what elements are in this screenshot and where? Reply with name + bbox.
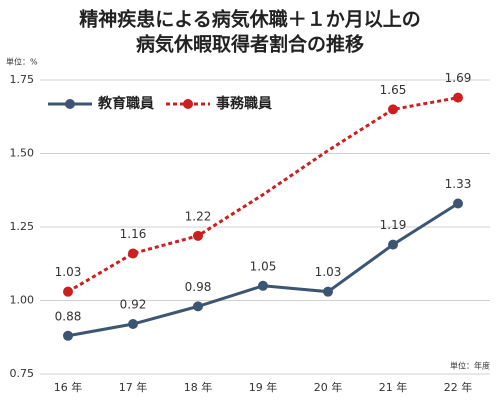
value-label: 1.05 [250, 259, 277, 273]
chart-title: 病気休暇取得者割合の推移 [136, 33, 364, 56]
marker [388, 239, 398, 250]
value-label: 1.16 [120, 227, 147, 241]
value-label: 1.19 [380, 218, 407, 232]
marker [63, 330, 73, 341]
x-tick-label: 17 年 [119, 380, 148, 394]
marker [453, 198, 463, 209]
y-tick-label: 1.25 [10, 220, 35, 233]
x-tick-label: 16 年 [54, 380, 83, 394]
y-tick-label: 1.00 [10, 294, 35, 307]
marker [193, 230, 203, 241]
legend-label: 教育職員 [98, 95, 154, 112]
y-unit: 単位：% [6, 57, 38, 67]
marker [453, 92, 463, 103]
value-label: 1.33 [445, 177, 472, 191]
value-label: 1.65 [380, 83, 407, 97]
marker [128, 248, 138, 259]
legend-marker [65, 99, 75, 109]
y-tick-label: 0.75 [10, 367, 35, 380]
value-label: 1.69 [445, 71, 472, 85]
value-label: 1.22 [185, 209, 212, 223]
x-tick-label: 18 年 [184, 380, 213, 394]
x-tick-label: 19 年 [249, 380, 278, 394]
x-tick-label: 21 年 [379, 380, 408, 394]
value-label: 0.98 [185, 280, 212, 294]
chart-title: 精神疾患による病気休職＋１か月以上の [79, 8, 420, 31]
marker [323, 286, 333, 297]
value-label: 0.88 [55, 309, 82, 323]
marker [128, 319, 138, 330]
x-tick-label: 22 年 [444, 380, 473, 394]
value-label: 0.92 [120, 298, 147, 312]
marker [63, 286, 73, 297]
y-tick-label: 1.50 [10, 147, 35, 160]
marker [388, 104, 398, 115]
marker [258, 280, 268, 291]
x-tick-label: 20 年 [314, 380, 343, 394]
series-line [67, 96, 459, 293]
legend-label: 事務職員 [216, 95, 272, 112]
legend-marker [183, 99, 193, 109]
marker [193, 301, 203, 312]
value-label: 1.03 [315, 265, 342, 279]
x-unit: 単位：年度 [450, 361, 490, 371]
value-label: 1.03 [55, 265, 82, 279]
y-tick-label: 1.75 [10, 73, 35, 86]
